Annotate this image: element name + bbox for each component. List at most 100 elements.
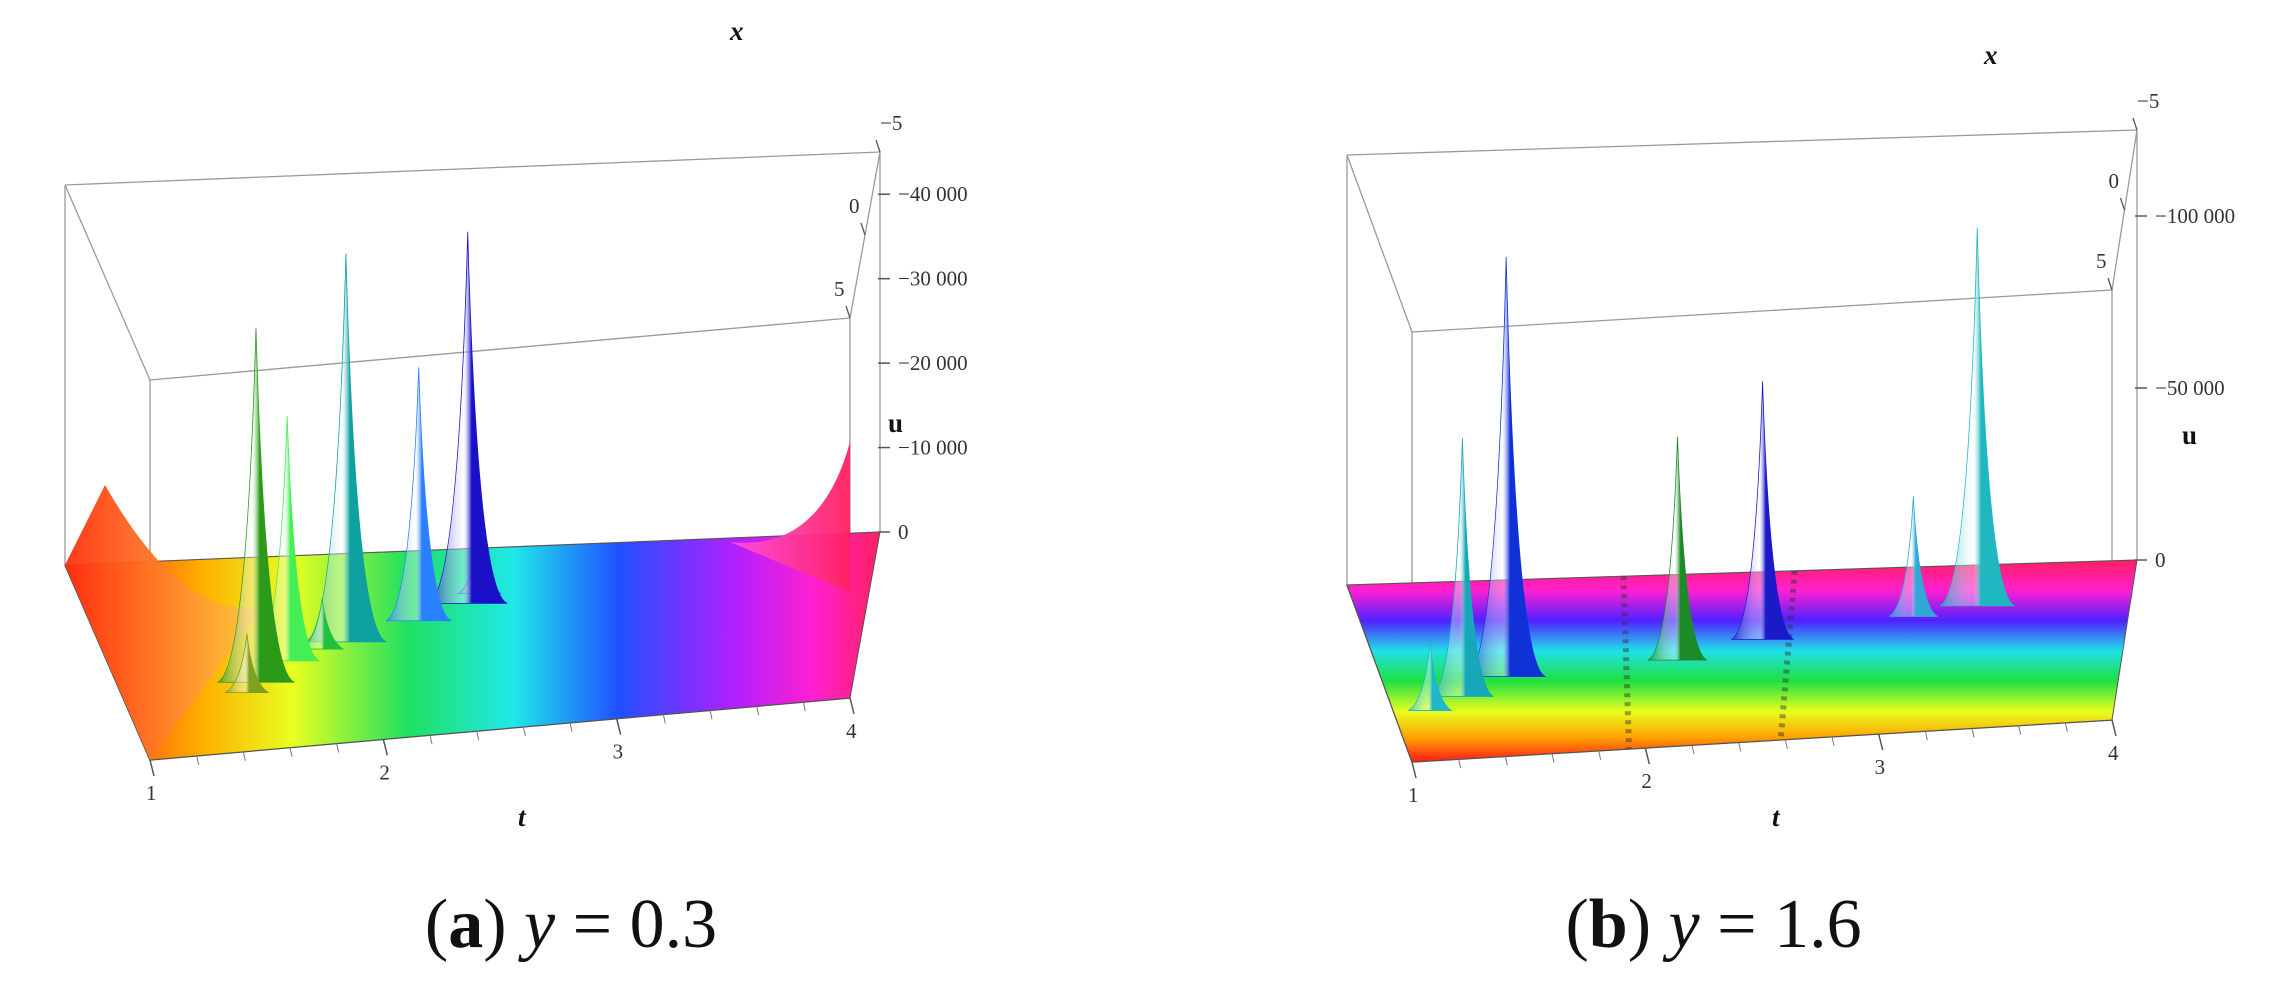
- u-axis-label-a: u: [888, 408, 903, 438]
- t-tick-mark: [1877, 733, 1884, 751]
- peak: [1647, 436, 1708, 661]
- t-tick-mark: [1644, 747, 1651, 765]
- u-axis-a: 0 −10 000 −20 000 −30 000 −40 000: [878, 182, 968, 544]
- box-edge: [64, 184, 151, 381]
- x-axis-label-b: x: [1983, 40, 1998, 70]
- caption-value-b: 1.6: [1774, 886, 1862, 963]
- t-minor-tick: [802, 702, 806, 712]
- u-tick-label: 0: [2155, 548, 2166, 572]
- caption-var-b: y: [1668, 886, 1700, 963]
- x-axis-b: 5 0 −5: [2096, 89, 2159, 291]
- caption-tag-a: a: [448, 886, 484, 963]
- box-edge: [149, 317, 851, 381]
- t-minor-tick: [289, 747, 293, 757]
- peak: [385, 367, 452, 622]
- boundary-wall-right: [730, 442, 850, 592]
- t-minor-tick: [709, 710, 713, 720]
- ridge-line: [1777, 570, 1798, 741]
- x-axis-label-a: x: [729, 16, 744, 46]
- x-tick-mark: [845, 305, 851, 319]
- x-tick-mark: [2107, 277, 2113, 291]
- t-minor-tick: [1924, 731, 1928, 741]
- t-minor-tick: [1551, 753, 1555, 763]
- panel-b: 0 −50 000 −100 000 1 2 3 4 5 0 −5 t x u (b) y =…: [1142, 0, 2285, 989]
- t-axis-label-b: t: [1772, 802, 1781, 832]
- peak: [1466, 256, 1546, 678]
- t-minor-tick: [2064, 722, 2068, 732]
- box-edge: [1346, 129, 2138, 156]
- peaks-a: [217, 231, 508, 694]
- peak: [299, 598, 345, 650]
- t-minor-tick: [2018, 725, 2022, 735]
- peak: [1431, 438, 1494, 697]
- t-tick-mark: [849, 697, 855, 715]
- peak: [1887, 496, 1940, 617]
- t-minor-tick: [1458, 759, 1462, 769]
- t-tick-mark: [2111, 719, 2117, 737]
- u-tick-label: 0: [898, 520, 909, 544]
- t-minor-tick: [476, 730, 480, 741]
- t-tick-label: 1: [146, 781, 157, 805]
- peak: [224, 633, 270, 694]
- peak: [1407, 641, 1453, 711]
- box-edge: [64, 151, 881, 186]
- t-axis-a: 1 2 3 4: [146, 697, 857, 805]
- surface-plot-b: 0 −50 000 −100 000 1 2 3 4 5 0 −5 t x u: [1346, 40, 2235, 832]
- t-minor-tick: [429, 735, 433, 745]
- t-minor-tick: [242, 751, 246, 761]
- u-tick-label: −30 000: [898, 267, 968, 291]
- u-axis-label-b: u: [2182, 420, 2197, 450]
- t-axis-b: 1 2 3 4: [1408, 719, 2119, 807]
- t-minor-tick: [756, 706, 760, 716]
- t-minor-tick: [522, 726, 526, 737]
- u-tick-label: −100 000: [2155, 204, 2235, 228]
- box-edge: [1346, 154, 1413, 333]
- t-minor-tick: [1598, 750, 1602, 760]
- t-tick-mark: [1411, 761, 1417, 779]
- peak: [217, 327, 295, 683]
- t-minor-tick: [662, 714, 666, 724]
- x-axis-a: 5 0 −5: [834, 111, 902, 319]
- t-minor-tick: [1504, 756, 1508, 766]
- u-axis-b: 0 −50 000 −100 000: [2135, 204, 2235, 572]
- t-tick-label: 3: [1875, 755, 1886, 779]
- t-minor-tick: [1691, 745, 1695, 755]
- t-minor-tick: [1831, 736, 1835, 746]
- t-tick-label: 1: [1408, 783, 1419, 807]
- caption-tag-b: b: [1588, 886, 1628, 963]
- t-minor-tick: [1971, 728, 1975, 738]
- x-tick-label: 5: [2096, 249, 2107, 273]
- t-tick-label: 2: [379, 760, 390, 784]
- t-tick-mark: [615, 718, 622, 735]
- x-tick-label: 0: [2109, 169, 2120, 193]
- x-tick-label: 5: [834, 277, 845, 301]
- u-tick-label: −20 000: [898, 351, 968, 375]
- peak: [1731, 381, 1794, 640]
- t-tick-mark: [382, 739, 389, 756]
- u-tick-label: −10 000: [898, 436, 968, 460]
- t-tick-label: 4: [846, 719, 857, 743]
- peak: [305, 253, 387, 643]
- peak: [1939, 227, 2015, 607]
- x-tick-label: 0: [849, 194, 860, 218]
- u-tick-label: −50 000: [2155, 376, 2225, 400]
- t-minor-tick: [569, 722, 573, 732]
- x-tick-label: −5: [2137, 89, 2159, 113]
- t-minor-tick: [1784, 739, 1788, 749]
- caption-eq-a: =: [572, 886, 613, 963]
- caption-b: (b) y = 1.6: [1565, 886, 1862, 963]
- x-tick-label: −5: [880, 111, 902, 135]
- x-tick-mark: [2119, 197, 2126, 211]
- ridge-line: [1620, 576, 1632, 750]
- u-tick-label: −40 000: [898, 182, 968, 206]
- boundary-wall-left: [65, 485, 265, 760]
- t-tick-label: 4: [2108, 741, 2119, 765]
- t-tick-label: 3: [613, 740, 624, 764]
- t-minor-tick: [196, 755, 200, 765]
- x-tick-mark: [875, 139, 881, 153]
- caption-a: (a) y = 0.3: [424, 886, 718, 963]
- caption-value-a: 0.3: [629, 886, 718, 963]
- caption-eq-b: =: [1717, 886, 1757, 963]
